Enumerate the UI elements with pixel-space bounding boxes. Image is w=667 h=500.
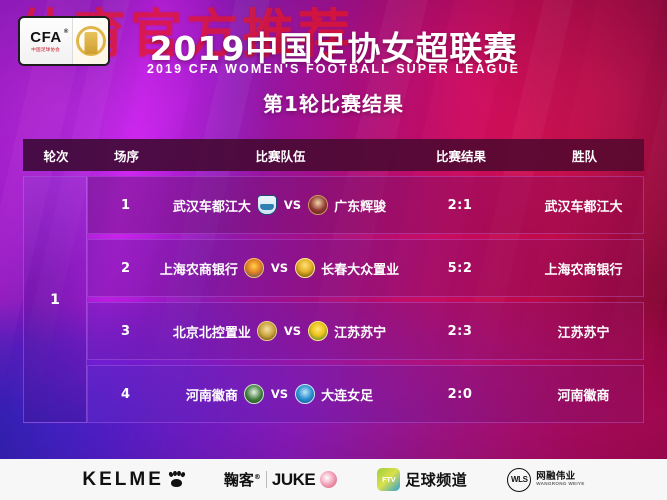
results-table: 轮次 场序 比赛队伍 比赛结果 胜队 1 1 武汉车都江大 VS 广东辉骏	[23, 139, 644, 423]
cfa-logo-subtitle: 中国足球协会	[31, 46, 61, 53]
cfa-emblem-icon	[72, 18, 108, 64]
cfa-logo-name: CFA ®	[30, 28, 68, 46]
ftv-badge-text: FTV	[381, 475, 396, 484]
guangdong-crest-icon	[308, 195, 329, 215]
table-row[interactable]: 1 武汉车都江大 VS 广东辉骏 2:1 武汉车都江大	[87, 176, 644, 234]
cfa-logo-name-text: CFA	[30, 28, 62, 46]
wls-circle-icon: WLS	[507, 467, 532, 492]
away-team-name: 江苏苏宁	[334, 325, 387, 341]
match-result: 2:1	[447, 197, 473, 213]
match-order: 4	[120, 386, 131, 402]
cfa-logo-text-block: CFA ® 中国足球协会	[20, 18, 72, 64]
away-team-name: 长春大众置业	[321, 262, 400, 278]
match-teams: 河南徽商 VS 大连女足	[163, 384, 396, 404]
table-header-row: 轮次 场序 比赛队伍 比赛结果 胜队	[23, 139, 644, 171]
match-order: 1	[120, 197, 131, 213]
match-winner: 河南徽商	[557, 388, 610, 404]
vs-label: VS	[283, 324, 302, 338]
match-winner: 上海农商银行	[544, 262, 623, 278]
column-header-order: 场序	[113, 148, 139, 164]
ftv-badge-icon: FTV	[377, 468, 401, 491]
sponsor-juke[interactable]: 鞠客® JUKE	[224, 469, 338, 490]
jiangsu-crest-icon	[308, 321, 329, 341]
vs-label: VS	[270, 261, 289, 275]
match-winner: 武汉车都江大	[544, 199, 623, 215]
sponsor-ftv[interactable]: FTV 足球频道	[377, 468, 467, 491]
column-header-teams: 比赛队伍	[255, 148, 306, 164]
vs-label: VS	[270, 387, 289, 401]
paw-icon	[168, 471, 186, 487]
page-title-english: 2019 CFA WOMEN'S FOOTBALL SUPER LEAGUE	[146, 62, 521, 76]
juke-flower-icon	[320, 471, 338, 488]
juke-wordmark-en: JUKE	[271, 469, 316, 489]
sponsor-kelme[interactable]: KELME	[82, 468, 186, 491]
ftv-wordmark: 足球频道	[405, 471, 468, 489]
logo-divider	[265, 471, 267, 488]
home-team-name: 北京北控置业	[172, 325, 251, 341]
match-rows: 1 武汉车都江大 VS 广东辉骏 2:1 武汉车都江大 2 上海农商银	[87, 176, 644, 423]
registered-mark: ®	[63, 28, 69, 35]
wls-wordmark: 网融伟业 WANGRONG WEIYE	[536, 472, 584, 487]
wls-name-en: WANGRONG WEIYE	[536, 481, 585, 487]
changchun-crest-icon	[295, 258, 316, 278]
home-team-name: 武汉车都江大	[172, 199, 251, 215]
match-order: 2	[120, 260, 131, 276]
sponsor-footer: KELME 鞠客® JUKE FTV 足球频道 WLS 网融伟业 WANGRON…	[0, 459, 667, 500]
kelme-wordmark: KELME	[82, 468, 164, 490]
column-header-winner: 胜队	[571, 148, 597, 164]
table-row[interactable]: 4 河南徽商 VS 大连女足 2:0 河南徽商	[87, 365, 644, 423]
beijing-crest-icon	[256, 321, 277, 341]
match-winner: 江苏苏宁	[557, 325, 610, 341]
wls-badge-text: WLS	[510, 475, 528, 484]
table-row[interactable]: 2 上海农商银行 VS 长春大众置业 5:2 上海农商银行	[87, 239, 644, 297]
match-result: 2:0	[447, 386, 473, 402]
sponsor-wls[interactable]: WLS 网融伟业 WANGRONG WEIYE	[507, 467, 584, 492]
shanghai-crest-icon	[243, 258, 264, 278]
juke-wordmark-cn: 鞠客®	[224, 469, 261, 490]
home-team-name: 上海农商银行	[159, 262, 238, 278]
cfa-logo: CFA ® 中国足球协会	[18, 16, 110, 66]
match-teams: 武汉车都江大 VS 广东辉骏	[163, 195, 396, 215]
column-header-result: 比赛结果	[435, 148, 486, 164]
match-order: 3	[120, 323, 131, 339]
juke-cn-text: 鞠客	[223, 471, 254, 489]
wls-name-cn: 网融伟业	[536, 471, 576, 483]
match-teams: 北京北控置业 VS 江苏苏宁	[163, 321, 396, 341]
page-title: 2019中国足协女超联赛	[149, 29, 518, 68]
table-body: 1 1 武汉车都江大 VS 广东辉骏 2:1 武汉车都江大	[23, 176, 644, 423]
table-row[interactable]: 3 北京北控置业 VS 江苏苏宁 2:3 江苏苏宁	[87, 302, 644, 360]
henan-crest-icon	[243, 384, 264, 404]
away-team-name: 大连女足	[321, 388, 374, 404]
page-subtitle: 第1轮比赛结果	[263, 92, 404, 116]
away-team-name: 广东辉骏	[334, 199, 387, 215]
round-number-cell: 1	[23, 176, 87, 423]
registered-mark: ®	[253, 473, 261, 481]
column-header-round: 轮次	[43, 148, 69, 164]
match-teams: 上海农商银行 VS 长春大众置业	[159, 258, 400, 278]
match-result: 2:3	[447, 323, 473, 339]
home-team-name: 河南徽商	[185, 388, 238, 404]
dalian-crest-icon	[295, 384, 316, 404]
vs-label: VS	[283, 198, 302, 212]
cfa-emblem-ring	[75, 26, 106, 56]
wuhan-crest-icon	[256, 195, 277, 215]
match-result: 5:2	[447, 260, 473, 276]
